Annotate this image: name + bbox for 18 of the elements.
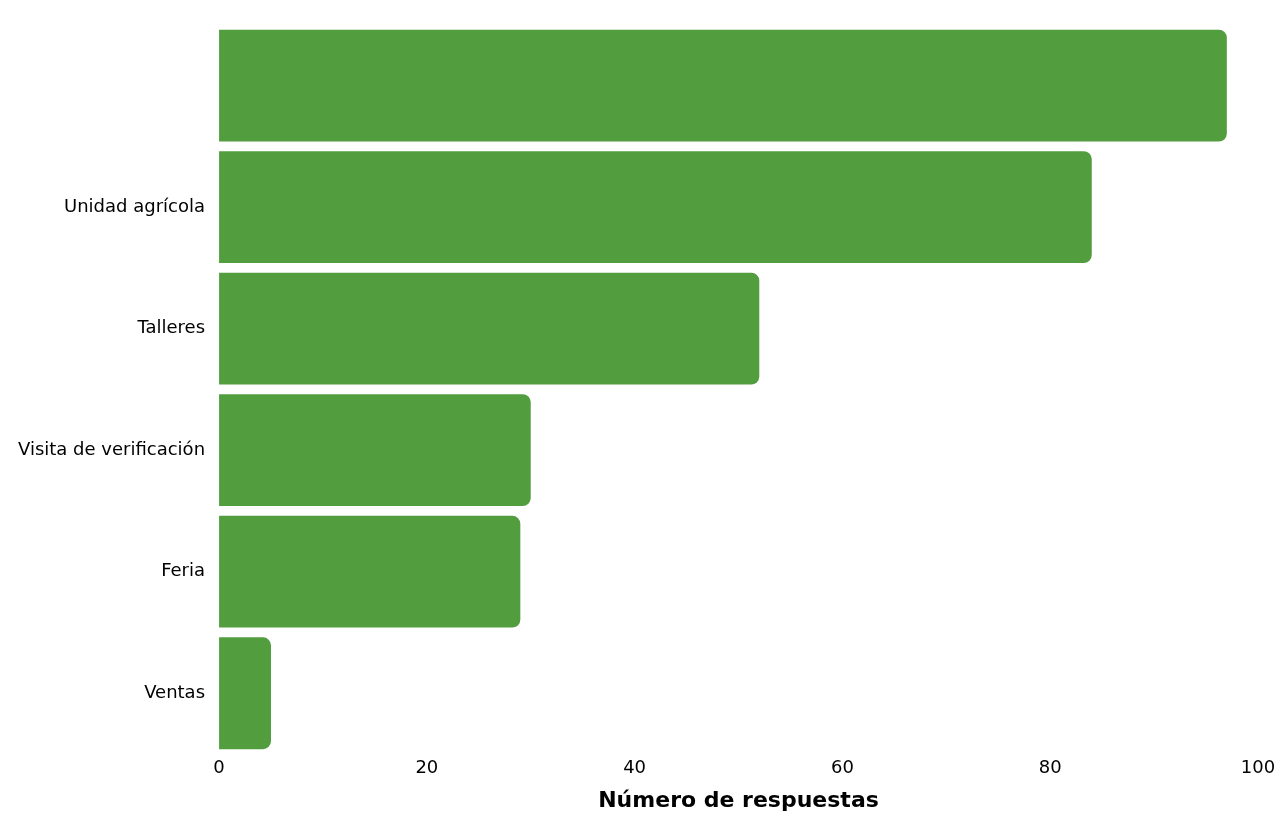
y-tick-label: Ventas — [144, 680, 206, 702]
x-tick-label: 40 — [623, 756, 647, 778]
y-tick-label: Feria — [161, 559, 206, 581]
bar — [219, 29, 1227, 142]
x-tick-label: 60 — [830, 756, 854, 778]
bar — [219, 151, 1092, 264]
y-tick-label: Visita de verificación — [17, 437, 206, 459]
bar — [219, 272, 760, 385]
x-axis-title: Número de respuestas — [598, 786, 879, 812]
bar — [219, 515, 521, 628]
x-tick-label: 0 — [213, 756, 225, 778]
x-tick-label: 20 — [415, 756, 439, 778]
bar — [219, 637, 271, 750]
y-tick-label: Talleres — [136, 316, 206, 338]
y-tick-label: Unidad agrícola — [64, 194, 206, 216]
x-tick-label: 80 — [1038, 756, 1062, 778]
x-tick-label: 100 — [1240, 756, 1276, 778]
bar — [219, 394, 531, 507]
